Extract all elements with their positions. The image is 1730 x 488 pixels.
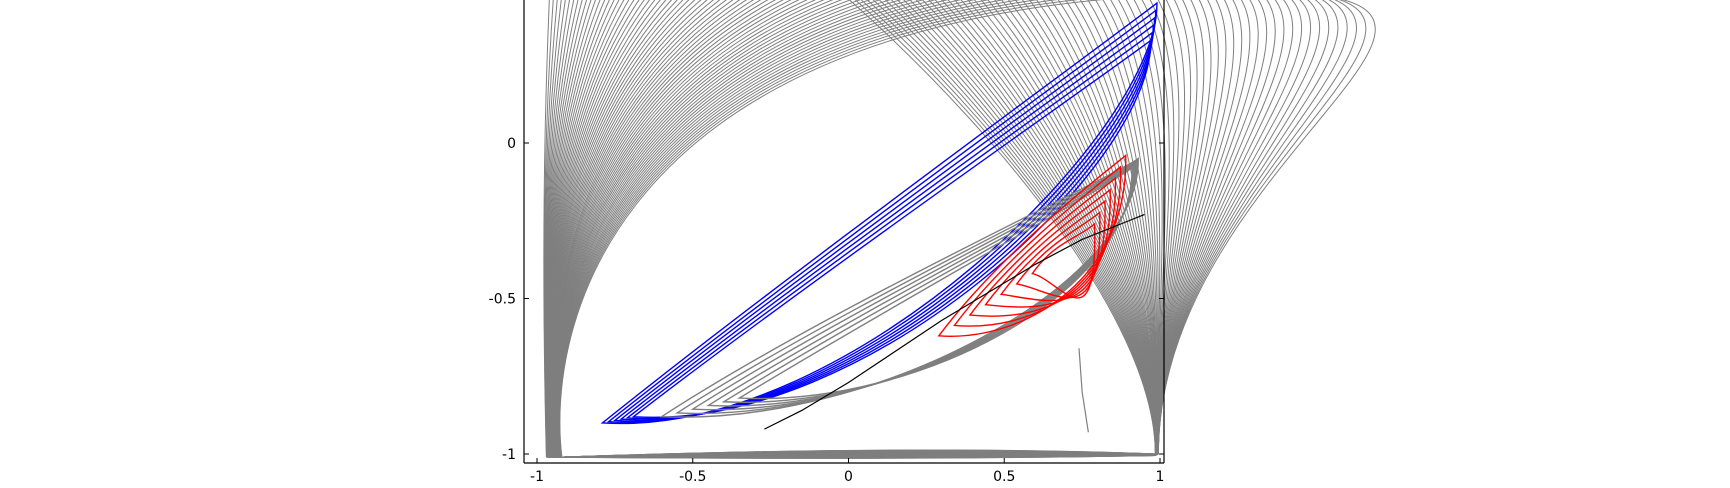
fan-curve [547,0,1157,458]
x-tick-label: -1 [530,469,544,485]
red-loop [1015,210,1101,299]
fan-curve [547,0,1157,458]
fan-curve [552,0,1158,458]
fan-curve [554,0,1198,458]
fan-curve [550,0,1158,458]
blue-loop [606,9,1157,423]
fan-curve [552,0,1158,458]
blue-loop [600,1,1158,425]
fan-curve [556,0,1268,458]
y-tick-label: 0 [507,136,516,152]
fan-curve [556,0,1243,458]
x-tick-label: -0.5 [679,469,706,485]
fan-curve [556,0,1251,458]
fan-curve [549,0,1157,458]
red-loop [1031,222,1096,299]
fan-curve [549,0,1157,458]
ticks: -1 -0.5 0 0.5 1 0 -0.5 -1 [489,136,1165,485]
fan-curve [555,0,1219,458]
fan-curve [554,0,1192,458]
fan-curve [544,0,1156,458]
fan-curve [555,0,1212,458]
fan-curve [543,0,1156,458]
fan-curve [553,0,1166,458]
fan-curve [557,0,1311,458]
blue-loop [619,23,1154,421]
fan-curve [550,0,1158,458]
fan-curve [558,0,1330,458]
fan-curve [547,0,1157,458]
fan-curve [551,0,1158,458]
fan-curve [559,0,1367,458]
fan-curve [554,0,1175,458]
fan-curve [547,0,1157,458]
fan-curve [548,0,1157,458]
fan-curve [554,0,1180,458]
fan-curve [553,0,1170,458]
fan-curve-return [561,449,1159,458]
cusp-line [1078,348,1089,433]
fan-curve [552,0,1159,458]
red-loop [968,176,1117,317]
fan-curve [556,0,1259,458]
fan-curve [552,0,1158,458]
fan-curve [549,0,1157,458]
fan-curve [558,0,1339,458]
fan-curve [555,0,1227,458]
blue-loop [625,31,1153,420]
fan-curve [548,0,1157,458]
fan-curve [550,0,1158,458]
fan-curve [548,0,1157,458]
x-tick-label: 1 [1156,469,1165,485]
x-tick-label: 0 [844,469,853,485]
red-loop [937,153,1127,337]
fan-curve [557,0,1294,458]
fan-curve [548,0,1157,458]
fan-curve [554,0,1186,458]
plot-overlay [764,213,1145,433]
fan-curve [549,0,1157,458]
fan-curve [559,0,1357,458]
fan-curve [555,0,1205,458]
fan-curve [552,0,1158,458]
plot-curves [543,0,1376,459]
axes [523,0,1165,464]
red-loop [999,199,1106,302]
red-loop [953,165,1122,327]
y-tick-label: -0.5 [489,292,516,308]
fan-curve [551,0,1158,458]
gray-loop [737,166,1133,400]
red-loop [984,188,1111,308]
fan-curve [546,0,1157,458]
fan-curve [558,0,1348,458]
fan-curve [557,0,1276,458]
fan-curve [558,0,1320,458]
fan-curve [559,0,1376,458]
fan-curve [557,0,1302,458]
locus-line [764,213,1145,430]
fan-curve [557,0,1285,458]
fan-curve [553,0,1161,458]
fan-curve [546,0,1157,458]
blue-loop [631,38,1152,418]
y-tick-label: -1 [502,447,516,463]
fan-curve [555,0,1235,458]
fan-curve [553,0,1163,458]
x-tick-label: 0.5 [993,469,1015,485]
blue-loop [613,16,1156,422]
